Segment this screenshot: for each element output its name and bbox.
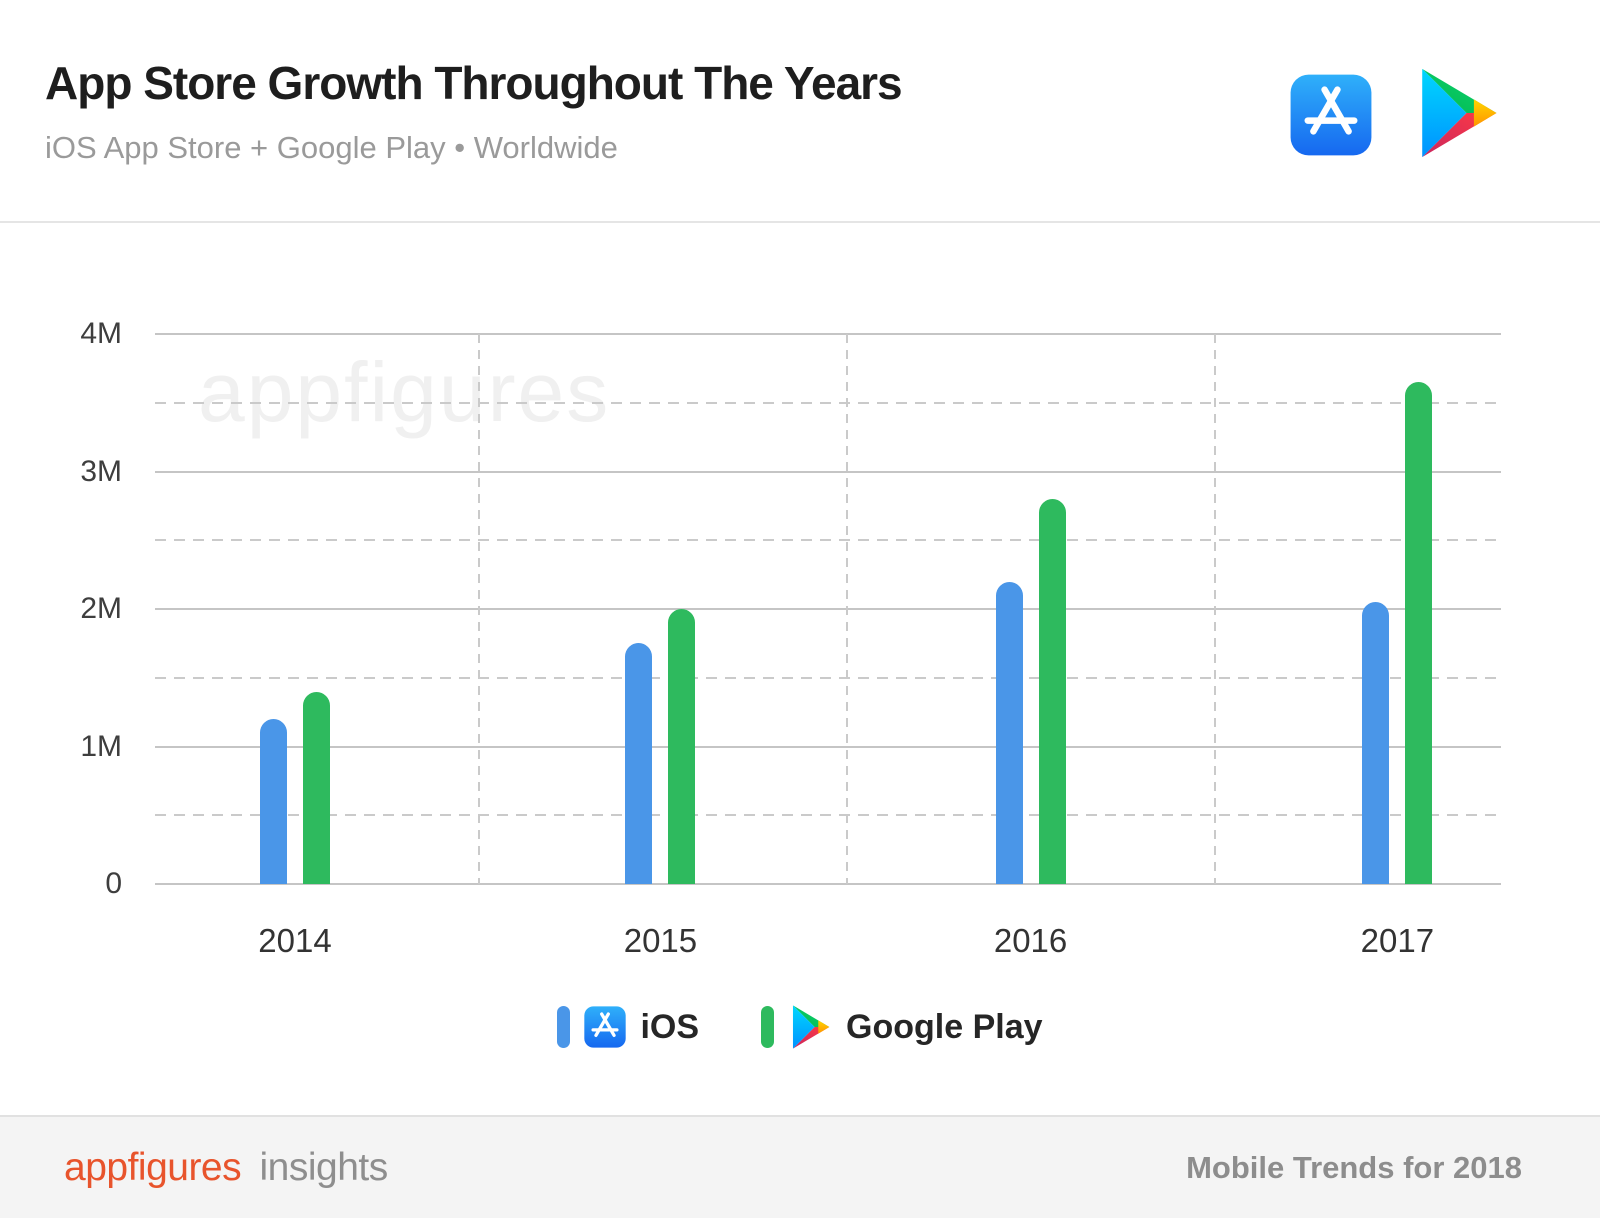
y-axis: 0 1M 2M 3M 4M bbox=[0, 317, 126, 900]
app-store-icon bbox=[1290, 74, 1372, 156]
bar-ios-2017 bbox=[1362, 602, 1390, 884]
bar-google-play-2017 bbox=[1405, 382, 1433, 884]
y-tick-label: 1M bbox=[80, 729, 122, 763]
x-axis-label-2014: 2014 bbox=[258, 922, 332, 959]
bar-google-play-2016 bbox=[1038, 499, 1066, 884]
legend-label-ios: iOS bbox=[640, 1007, 700, 1046]
legend-item-ios: iOS bbox=[557, 1005, 699, 1049]
legend-label-google-play: Google Play bbox=[846, 1007, 1043, 1046]
bar-ios-2016 bbox=[995, 581, 1023, 884]
gridline-0m bbox=[155, 883, 1501, 885]
google-play-bar-swatch bbox=[761, 1006, 775, 1048]
appfigures-logo: appfigures bbox=[64, 1145, 242, 1189]
appfigures-watermark: appfigures bbox=[198, 345, 611, 439]
x-axis-label-2015: 2015 bbox=[623, 922, 698, 959]
gridline-4m bbox=[155, 333, 1501, 335]
y-tick-label: 4M bbox=[80, 317, 122, 350]
y-tick-label: 0 bbox=[105, 867, 122, 900]
footer: appfigures insights Mobile Trends for 20… bbox=[0, 1115, 1600, 1218]
vertical-gridline bbox=[845, 334, 848, 884]
brand-logo: appfigures insights bbox=[64, 1146, 388, 1190]
gridline-dashed bbox=[155, 814, 1501, 817]
x-axis-label-2016: 2016 bbox=[993, 922, 1068, 959]
app-store-icon bbox=[584, 1006, 627, 1048]
legend-item-google-play: Google Play bbox=[761, 1004, 1043, 1050]
x-axis-label-2017: 2017 bbox=[1360, 922, 1435, 959]
gridline-dashed bbox=[155, 676, 1501, 679]
page-title: App Store Growth Throughout The Years bbox=[45, 57, 903, 109]
google-play-icon bbox=[1422, 68, 1497, 158]
gridline-2m bbox=[155, 608, 1501, 610]
bar-ios-2014 bbox=[259, 719, 287, 884]
bar-ios-2015 bbox=[625, 643, 653, 884]
header-divider bbox=[0, 221, 1600, 223]
insights-label: insights bbox=[259, 1145, 388, 1189]
ios-bar-swatch bbox=[557, 1006, 571, 1048]
x-axis: 2014 2015 2016 2017 bbox=[0, 922, 1600, 966]
plot-area bbox=[155, 333, 1501, 885]
page-subtitle: iOS App Store + Google Play • Worldwide bbox=[45, 130, 618, 165]
chart-legend: iOS Google Play bbox=[0, 1000, 1600, 1054]
vertical-gridline bbox=[1214, 334, 1217, 884]
gridline-dashed bbox=[155, 539, 1501, 542]
bar-google-play-2015 bbox=[668, 609, 696, 884]
gridline-3m bbox=[155, 470, 1501, 473]
gridline-1m bbox=[155, 745, 1501, 748]
vertical-gridline bbox=[478, 334, 481, 884]
google-play-icon bbox=[793, 1005, 830, 1049]
y-tick-label: 3M bbox=[80, 454, 122, 488]
y-tick-label: 2M bbox=[80, 592, 122, 625]
bar-google-play-2014 bbox=[302, 691, 330, 884]
footer-report-title: Mobile Trends for 2018 bbox=[1186, 1149, 1522, 1185]
gridline-dashed bbox=[155, 401, 1501, 404]
